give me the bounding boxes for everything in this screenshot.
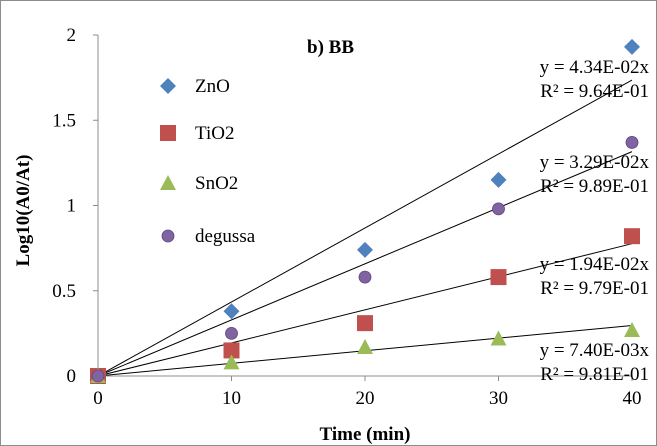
trendline-equation: y = 7.40E-03x: [540, 340, 650, 361]
data-point-degussa: [225, 326, 238, 340]
trendline-r2: R² = 9.79E-01: [540, 278, 649, 299]
trendline-zno: [97, 79, 633, 377]
trendline-r2: R² = 9.89E-01: [540, 176, 649, 197]
trendline-equation: y = 1.94E-02x: [540, 254, 650, 275]
data-point-sno2: [357, 339, 373, 355]
data-point-degussa: [91, 369, 105, 383]
data-point-zno: [624, 38, 640, 55]
data-point-zno: [490, 171, 507, 188]
x-tick-label: 10: [222, 388, 241, 409]
data-points-group: [90, 38, 640, 384]
y-tick-label: 1.5: [52, 110, 76, 131]
x-axis-title: Time (min): [320, 424, 411, 445]
chart-title: b) BB: [307, 37, 354, 58]
legend-label: SnO2: [195, 173, 238, 194]
data-point-tio2: [223, 342, 240, 359]
data-point-degussa: [358, 270, 372, 284]
data-point-sno2: [223, 354, 240, 370]
x-tick-label: 30: [489, 388, 508, 409]
trendline-tio2: [97, 243, 633, 377]
x-tick-label: 20: [356, 388, 375, 409]
legend-marker-sno2: [160, 175, 176, 190]
legend-label: ZnO: [195, 76, 230, 97]
y-axis-title: Log10(A0/At): [13, 155, 34, 267]
trendline-equation: y = 3.29E-02x: [540, 152, 650, 173]
trendline-r2: R² = 9.64E-01: [540, 81, 649, 102]
trendline-equation: y = 4.34E-02x: [540, 57, 650, 78]
data-point-degussa: [625, 136, 639, 149]
y-tick-label: 0.5: [52, 281, 76, 302]
trendline-degussa: [97, 151, 633, 377]
legend-label: TiO2: [195, 123, 234, 144]
legend: ZnO TiO2 SnO2 degussa: [160, 76, 256, 247]
data-point-sno2: [624, 321, 640, 337]
data-point-zno: [357, 241, 373, 258]
legend-label: degussa: [195, 226, 256, 247]
legend-marker-tio2: [160, 125, 176, 141]
x-tick-label: 40: [623, 388, 642, 409]
x-tick-label: 0: [93, 388, 103, 409]
data-point-zno: [223, 303, 240, 320]
data-point-sno2: [490, 330, 507, 346]
data-point-tio2: [490, 269, 507, 286]
legend-marker-degussa: [161, 229, 175, 243]
y-tick-label: 1: [67, 196, 77, 217]
trendline-r2: R² = 9.81E-01: [540, 364, 649, 385]
y-tick-label: 0: [67, 366, 77, 387]
legend-marker-zno: [160, 78, 176, 94]
data-point-degussa: [492, 202, 505, 216]
data-point-tio2: [624, 228, 640, 245]
data-point-tio2: [357, 315, 373, 332]
y-tick-label: 2: [67, 25, 77, 46]
